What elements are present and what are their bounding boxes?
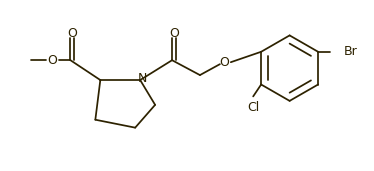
Text: O: O — [169, 27, 179, 40]
Text: O: O — [47, 54, 58, 67]
Text: N: N — [138, 71, 147, 85]
Text: O: O — [219, 56, 229, 69]
Text: Br: Br — [344, 45, 358, 58]
Text: O: O — [67, 27, 77, 40]
Text: Cl: Cl — [247, 101, 259, 114]
